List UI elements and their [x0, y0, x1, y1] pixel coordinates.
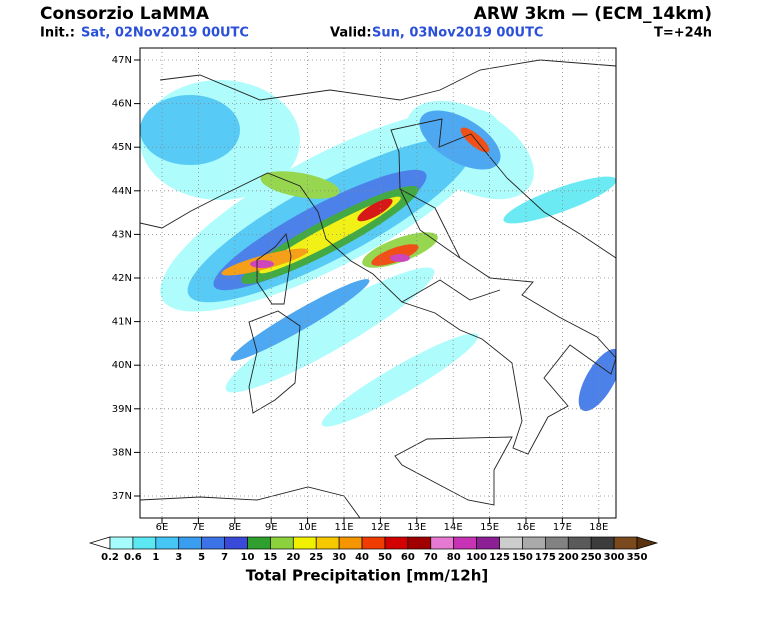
valid-value: Sun, 03Nov2019 00UTC — [372, 26, 543, 41]
colorbar-box — [109, 536, 134, 550]
colorbar-box — [247, 536, 271, 550]
colorbar-level: 0.2 — [101, 552, 119, 563]
colorbar-level: 175 — [535, 552, 556, 563]
colorbar: 0.2 0.6 1 3 5 7 10 15 20 25 30 40 50 60 70 80 100 125 150 1… — [88, 536, 659, 563]
colorbar-level: 250 — [581, 552, 602, 563]
colorbar-arrow-low — [88, 536, 111, 550]
map-frame — [139, 47, 617, 519]
lat-label: 47N — [112, 55, 132, 66]
colorbar-level: 25 — [309, 552, 323, 563]
lon-label: 17E — [553, 522, 572, 533]
colorbar-level: 200 — [558, 552, 579, 563]
model: ARW 3km — (ECM_14km) — [474, 4, 712, 24]
colorbar-level: 60 — [401, 552, 415, 563]
colorbar-arrow-high — [636, 536, 659, 550]
colorbar-level: 30 — [332, 552, 346, 563]
colorbar-level: 70 — [424, 552, 438, 563]
lat-label: 40N — [112, 360, 132, 371]
lat-label: 44N — [112, 186, 132, 197]
colorbar-box — [476, 536, 500, 550]
colorbar-box — [315, 536, 340, 550]
colorbar-box — [224, 536, 248, 550]
lon-label: 9E — [265, 522, 278, 533]
init-value: Sat, 02Nov2019 00UTC — [81, 26, 249, 41]
lat-label: 45N — [112, 142, 132, 153]
colorbar-level: 1 — [152, 552, 159, 563]
colorbar-level: 5 — [198, 552, 205, 563]
colorbar-level: 0.6 — [124, 552, 142, 563]
lon-label: 13E — [407, 522, 426, 533]
lat-label: 41N — [112, 317, 132, 328]
lat-label: 43N — [112, 229, 132, 240]
lat-label: 38N — [112, 447, 132, 458]
lon-label: 10E — [298, 522, 317, 533]
colorbar-box — [132, 536, 157, 550]
colorbar-box — [178, 536, 203, 550]
colorbar-box — [590, 536, 615, 550]
colorbar-level: 300 — [604, 552, 625, 563]
colorbar-box — [453, 536, 477, 550]
lead-time: T=+24h — [654, 26, 712, 41]
colorbar-level: 100 — [466, 552, 487, 563]
colorbar-box — [270, 536, 294, 550]
colorbar-level: 20 — [286, 552, 300, 563]
colorbar-box — [407, 536, 432, 550]
colorbar-box — [613, 536, 638, 550]
lon-label: 12E — [371, 522, 390, 533]
lat-label: 42N — [112, 273, 132, 284]
lon-label: 18E — [589, 522, 608, 533]
colorbar-level: 40 — [355, 552, 369, 563]
colorbar-box — [544, 536, 569, 550]
colorbar-box — [430, 536, 455, 550]
lat-label: 37N — [112, 491, 132, 502]
colorbar-box — [338, 536, 363, 550]
colorbar-box — [201, 536, 225, 550]
colorbar-level: 350 — [627, 552, 648, 563]
colorbar-level: 125 — [489, 552, 510, 563]
lon-label: 15E — [480, 522, 499, 533]
colorbar-title: Total Precipitation [mm/12h] — [246, 567, 489, 585]
colorbar-box — [292, 536, 317, 550]
colorbar-level: 7 — [221, 552, 228, 563]
colorbar-box — [155, 536, 180, 550]
colorbar-box — [522, 536, 546, 550]
colorbar-box — [361, 536, 386, 550]
graticule: 47N 46N 45N 44N 43N 42N 41N 40N 39N 38N 37N 6E 7E 8E 9… — [112, 48, 616, 533]
colorbar-level: 10 — [241, 552, 255, 563]
colorbar-box — [384, 536, 409, 550]
colorbar-level: 15 — [263, 552, 277, 563]
colorbar-level: 150 — [512, 552, 533, 563]
lon-label: 8E — [228, 522, 241, 533]
colorbar-box — [499, 536, 523, 550]
org: Consorzio LaMMA — [40, 4, 210, 24]
colorbar-box — [567, 536, 592, 550]
colorbar-level: 50 — [378, 552, 392, 563]
lon-label: 14E — [444, 522, 463, 533]
lon-label: 7E — [192, 522, 205, 533]
coastlines — [140, 59, 616, 518]
lat-label: 39N — [112, 404, 132, 415]
lat-label: 46N — [112, 99, 132, 110]
lon-label: 6E — [156, 522, 169, 533]
colorbar-level: 3 — [175, 552, 182, 563]
lon-label: 16E — [516, 522, 535, 533]
colorbar-level: 80 — [447, 552, 461, 563]
lon-label: 11E — [334, 522, 353, 533]
init-label: Init.: — [40, 26, 75, 41]
valid-label: Valid: — [330, 26, 372, 41]
